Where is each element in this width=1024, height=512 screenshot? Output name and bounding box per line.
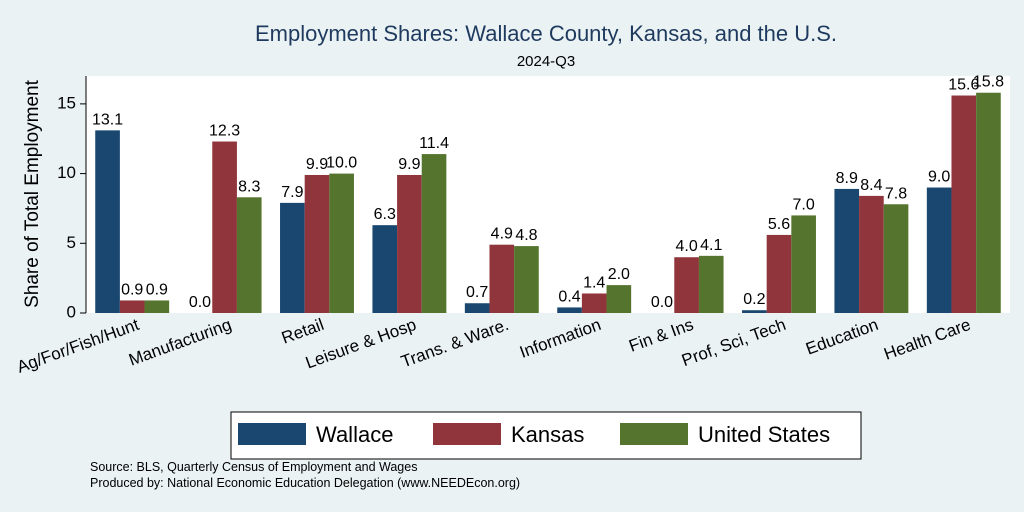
- data-label: 7.0: [793, 196, 815, 213]
- bar-wallace: [464, 303, 490, 313]
- y-tick-label: 0: [67, 302, 76, 321]
- bar-wallace: [926, 187, 952, 313]
- bar-united-states: [698, 255, 724, 313]
- data-labels: 13.10.9 0.90.012.38.3 7.99.910.06.39.911.4…: [92, 74, 1004, 311]
- chart-subtitle: 2024-Q3: [517, 53, 575, 70]
- bar-kansas: [119, 300, 145, 313]
- data-label: 11.4: [419, 135, 449, 152]
- data-label: 0.9: [146, 281, 168, 298]
- legend-swatch-united-states: [620, 423, 688, 445]
- category-label: Retail: [279, 315, 326, 348]
- data-label: 1.4: [583, 274, 605, 291]
- bar-united-states: [144, 300, 170, 313]
- chart-title: Employment Shares: Wallace County, Kansa…: [255, 21, 837, 46]
- y-axis-label: Share of Total Employment: [22, 79, 43, 307]
- bar-united-states: [514, 246, 539, 313]
- legend-label: Kansas: [511, 422, 584, 447]
- legend-box: [230, 411, 862, 460]
- data-label: 2.0: [608, 266, 630, 283]
- bar-kansas: [581, 293, 607, 313]
- bar-kansas: [951, 95, 977, 314]
- data-label: 9.9: [398, 156, 420, 173]
- bar-kansas: [397, 174, 422, 313]
- data-label: 8.9: [836, 170, 858, 187]
- bar-wallace: [372, 225, 398, 313]
- bar-united-states: [976, 92, 1001, 314]
- bar-united-states: [236, 197, 262, 313]
- data-label: 15.8: [973, 74, 1004, 91]
- bar-kansas: [766, 234, 792, 313]
- bar-wallace: [742, 310, 767, 313]
- data-label: 7.8: [885, 185, 907, 202]
- data-label: 5.6: [768, 216, 790, 233]
- legend-swatch-kansas: [433, 423, 501, 445]
- data-label: 13.1: [92, 111, 123, 128]
- bar-wallace: [280, 202, 305, 313]
- bar-united-states: [421, 154, 447, 313]
- data-label: 8.3: [238, 178, 260, 195]
- produced-by-note: Produced by: National Economic Education…: [90, 476, 520, 490]
- bar-united-states: [791, 215, 816, 313]
- bar-wallace: [557, 307, 582, 313]
- legend-label: Wallace: [316, 422, 393, 447]
- bar-united-states: [606, 285, 632, 313]
- source-note: Source: BLS, Quarterly Census of Employm…: [90, 460, 417, 474]
- category-label: Manufacturing: [126, 315, 234, 370]
- data-label: 4.9: [491, 226, 513, 243]
- legend-swatch-wallace: [238, 423, 306, 445]
- data-label: 12.3: [209, 123, 240, 140]
- data-label: 4.0: [675, 238, 697, 255]
- data-label: 4.1: [700, 237, 722, 254]
- bar-united-states: [883, 204, 909, 313]
- data-label: 10.0: [326, 155, 357, 172]
- data-label: 0.2: [743, 291, 765, 308]
- bar-kansas: [212, 141, 237, 313]
- bar-united-states: [329, 173, 354, 313]
- data-label: 9.0: [928, 169, 950, 186]
- data-label: 4.8: [515, 227, 537, 244]
- category-label: Ag/For/Fish/Hunt: [14, 315, 141, 377]
- legend-label: United States: [698, 422, 830, 447]
- y-tick-label: 15: [57, 93, 76, 112]
- data-label: 9.9: [306, 156, 328, 173]
- bar-kansas: [489, 244, 515, 313]
- data-label: 0.9: [121, 281, 143, 298]
- data-label: 8.4: [860, 177, 882, 194]
- data-label: 0.7: [466, 284, 488, 301]
- bars: [95, 92, 1001, 314]
- category-label: Health Care: [881, 315, 973, 364]
- bar-wallace: [834, 188, 860, 313]
- data-label: 0.0: [651, 294, 673, 311]
- y-tick-label: 10: [57, 163, 76, 182]
- category-label: Education: [803, 315, 881, 359]
- y-tick-label: 5: [67, 233, 76, 252]
- data-label: 7.9: [281, 184, 303, 201]
- bar-wallace: [95, 130, 120, 313]
- bar-kansas: [674, 257, 699, 313]
- bar-kansas: [304, 174, 330, 313]
- legend: Wallace Kansas United States: [230, 411, 862, 460]
- data-label: 6.3: [374, 206, 396, 223]
- y-ticks: 0 5 10 15: [57, 93, 86, 321]
- category-label: Prof, Sci, Tech: [679, 315, 788, 370]
- category-label: Information: [517, 315, 603, 362]
- data-label: 0.4: [558, 288, 580, 305]
- data-label: 15.6: [948, 77, 979, 94]
- data-label: 0.0: [189, 294, 211, 311]
- bar-kansas: [859, 195, 884, 313]
